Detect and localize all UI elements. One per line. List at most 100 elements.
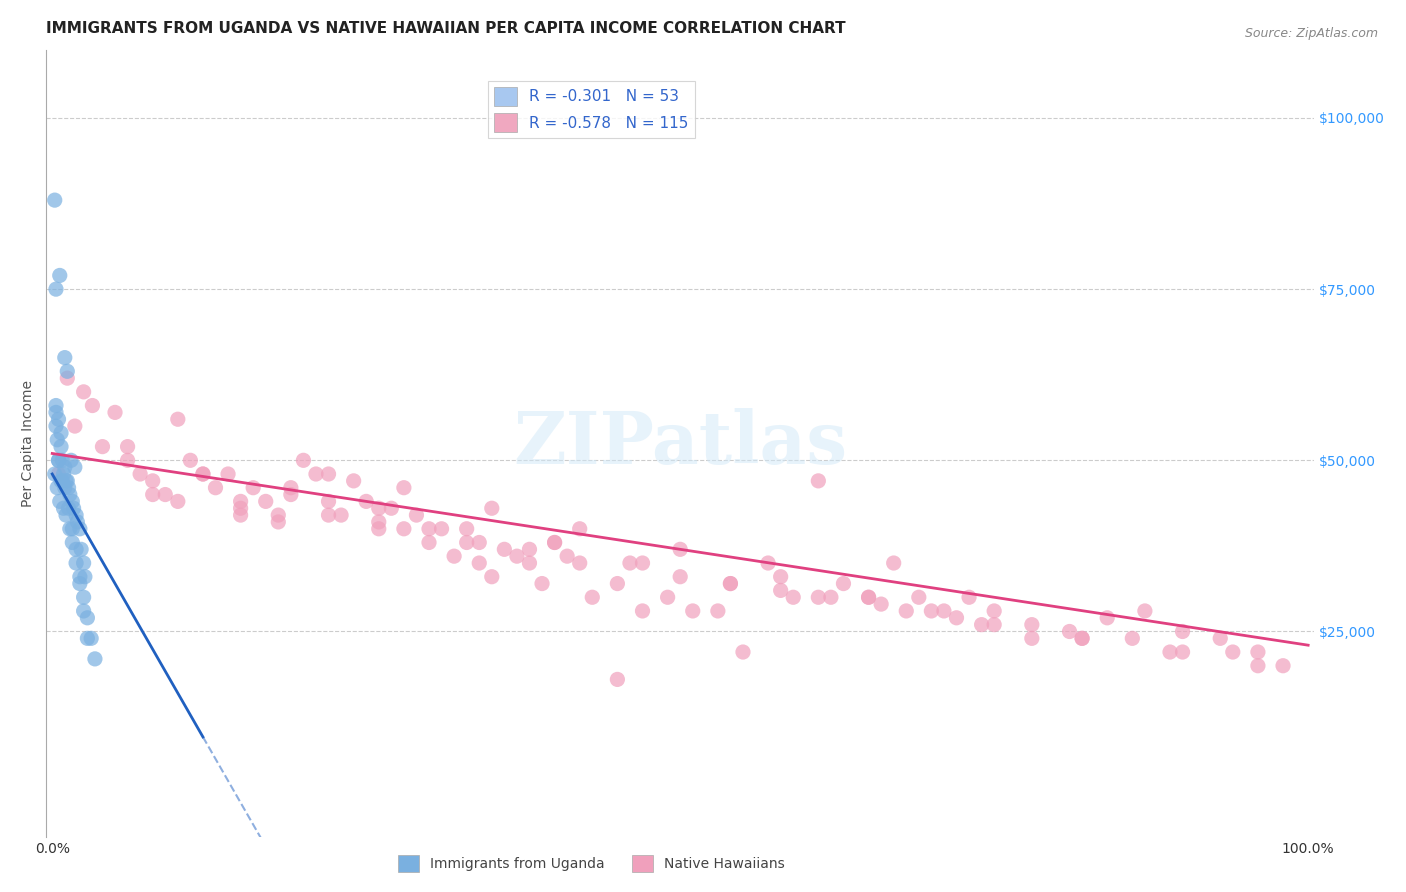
Point [568,522,591,536]
Point [468,535,491,549]
Point [117,440,139,454]
Point [720,576,742,591]
Point [392,481,415,495]
Point [1171,645,1194,659]
Point [920,604,942,618]
Point [53,460,76,475]
Point [367,501,389,516]
Point [1247,645,1270,659]
Point [60,453,83,467]
Point [59,487,82,501]
Point [52,501,75,516]
Point [858,591,880,605]
Point [59,522,82,536]
Legend: Immigrants from Uganda, Native Hawaiians: Immigrants from Uganda, Native Hawaiians [392,849,790,877]
Point [870,597,893,611]
Point [405,508,427,522]
Point [292,453,315,467]
Point [669,570,692,584]
Point [48,412,70,426]
Point [44,193,66,207]
Point [506,549,529,564]
Point [65,508,87,522]
Point [254,494,277,508]
Point [367,515,389,529]
Point [44,467,66,481]
Point [1209,632,1232,646]
Point [56,474,79,488]
Point [217,467,239,481]
Point [531,576,554,591]
Point [73,570,96,584]
Point [55,508,77,522]
Point [568,556,591,570]
Point [49,440,72,454]
Point [555,549,578,564]
Point [69,522,91,536]
Point [782,591,804,605]
Point [519,542,541,557]
Point [631,604,654,618]
Point [581,591,603,605]
Point [807,474,830,488]
Point [56,371,79,385]
Point [631,556,654,570]
Point [242,481,264,495]
Point [367,522,389,536]
Point [191,467,214,481]
Point [60,522,83,536]
Point [53,351,76,365]
Point [970,617,993,632]
Point [945,611,967,625]
Point [1247,658,1270,673]
Point [543,535,565,549]
Point [48,453,70,467]
Point [72,384,94,399]
Point [456,535,478,549]
Point [669,542,692,557]
Point [191,467,214,481]
Point [49,425,72,440]
Point [62,501,84,516]
Point [769,570,792,584]
Point [883,556,905,570]
Point [60,535,83,549]
Point [51,453,73,467]
Point [318,494,340,508]
Point [45,419,67,434]
Point [72,604,94,618]
Point [1071,632,1094,646]
Point [229,508,252,522]
Point [280,481,302,495]
Point [70,542,93,557]
Point [392,522,415,536]
Point [1222,645,1244,659]
Point [72,556,94,570]
Text: Source: ZipAtlas.com: Source: ZipAtlas.com [1244,27,1378,40]
Point [1021,617,1043,632]
Point [84,652,107,666]
Point [481,501,503,516]
Point [896,604,918,618]
Point [606,576,628,591]
Point [983,617,1005,632]
Point [166,494,188,508]
Point [318,467,340,481]
Point [682,604,704,618]
Point [129,467,152,481]
Point [63,419,86,434]
Point [543,535,565,549]
Point [82,399,104,413]
Point [481,570,503,584]
Point [657,591,679,605]
Point [720,576,742,591]
Point [69,570,91,584]
Point [80,632,103,646]
Point [354,494,377,508]
Point [707,604,730,618]
Point [756,556,779,570]
Point [858,591,880,605]
Point [430,522,453,536]
Point [1133,604,1156,618]
Point [267,515,290,529]
